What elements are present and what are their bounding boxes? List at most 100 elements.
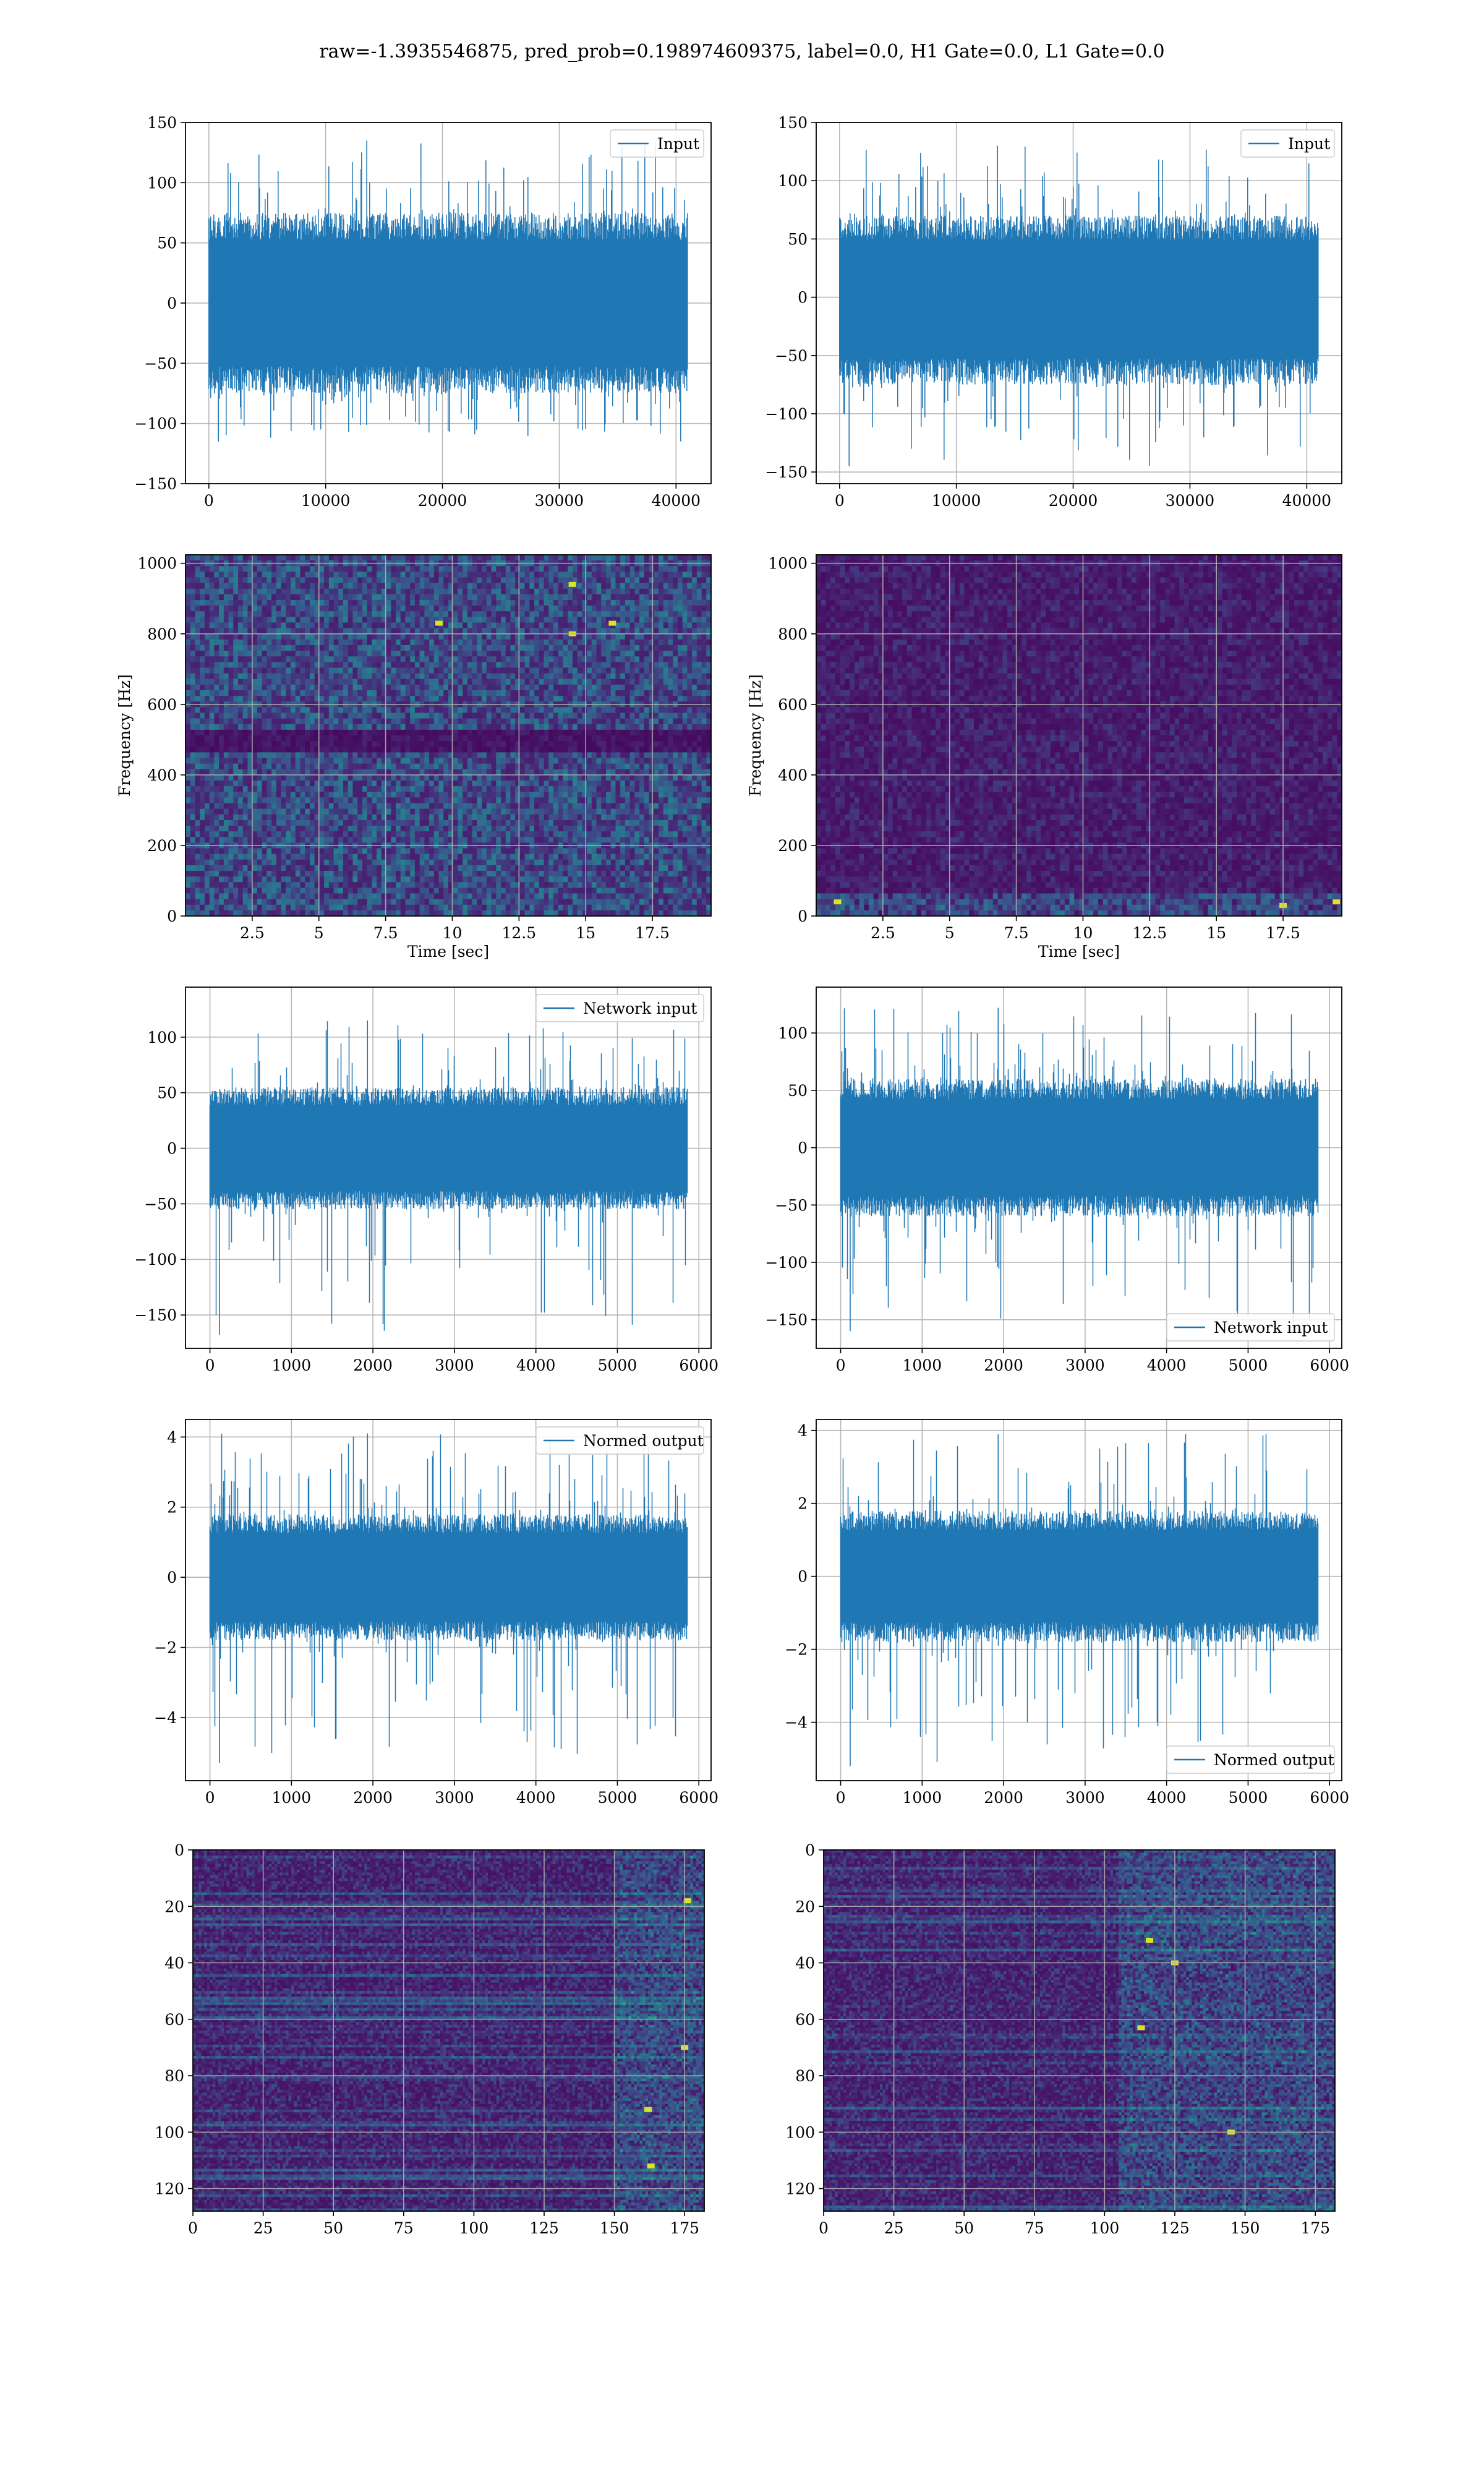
l1-network-input-legend: Network input [1167,1314,1334,1341]
l1-normed-output-ytick-label-3: 2 [798,1495,808,1513]
h1-spectrogram-xtick-label-4: 12.5 [502,924,537,942]
h1-spectrogram-xtick-label-5: 15 [576,924,595,942]
l1-feature-map-ytick-label-0: 0 [805,1841,815,1859]
h1-feature-map-xtick-label-4: 100 [459,2219,489,2237]
l1-feature-map-ytick-label-6: 120 [785,2180,815,2198]
l1-normed-output-xtick-label-1: 1000 [903,1789,942,1807]
h1-normed-output-xtick-label-4: 4000 [516,1789,556,1807]
l1-feature-map-ytick-label-1: 20 [795,1898,815,1915]
l1-normed-output-xtick-label-0: 0 [836,1789,846,1807]
l1-network-input-ytick-label-5: 100 [778,1024,808,1042]
l1-spectrogram-ytick-label-5: 1000 [768,555,808,573]
h1-feature-map-xtick-label-3: 75 [394,2219,414,2237]
l1-feature-map-xtick-label-6: 150 [1230,2219,1260,2237]
h1-network-input-ytick-label-1: −100 [134,1251,177,1269]
l1-spectrogram-ytick-label-1: 200 [778,837,808,855]
l1-feature-map-ytick-label-2: 40 [795,1954,815,1972]
l1-spectrogram-ytick-label-4: 800 [778,625,808,643]
l1-input-xtick-label-1: 10000 [932,492,981,510]
l1-input-ytick-label-5: 100 [778,172,808,190]
l1-spectrogram-xtick-label-1: 5 [945,924,955,942]
l1-feature-map-cells [824,1850,1336,2212]
l1-network-input-ytick-label-1: −100 [765,1254,808,1272]
h1-normed-output-xtick-label-5: 5000 [598,1789,638,1807]
l1-feature-map-hotspot-0 [1137,2025,1145,2030]
h1-normed-output-xtick-label-3: 3000 [435,1789,474,1807]
l1-input-xtick-label-2: 20000 [1049,492,1098,510]
h1-network-input-ytick-label-2: −50 [144,1195,177,1213]
h1-spectrogram-ytick-label-4: 800 [147,625,177,643]
h1-spectrogram-cells [186,555,712,917]
h1-network-input-legend: Network input [536,995,704,1022]
h1-normed-output-xtick-label-0: 0 [205,1789,215,1807]
h1-spectrogram-ylabel: Frequency [Hz] [116,674,134,797]
l1-spectrogram-xtick-label-6: 17.5 [1266,924,1300,942]
h1-network-input-xtick-label-6: 6000 [679,1356,719,1374]
h1-network-input-ytick-label-5: 100 [147,1029,177,1047]
h1-network-input-xtick-label-1: 1000 [272,1356,312,1374]
h1-network-input-xtick-label-2: 2000 [353,1356,393,1374]
h1-network-input-xtick-label-5: 5000 [598,1356,638,1374]
h1-network-input-xtick-label-4: 4000 [516,1356,556,1374]
l1-spectrogram-ytick-label-3: 600 [778,696,808,714]
h1-spectrogram-hotspot-1 [608,621,616,626]
h1-feature-map-xtick-label-2: 50 [323,2219,343,2237]
l1-feature-map-xtick-label-4: 100 [1090,2219,1120,2237]
h1-spectrogram-chart: 2.5 5 7.5 10 12.5 15 17.502004006008001000Time… [116,555,712,961]
h1-input-ytick-label-5: 100 [147,174,177,192]
l1-input-legend-label: Input [1288,135,1330,153]
h1-feature-map-xtick-label-1: 25 [254,2219,273,2237]
h1-normed-output-legend: Normed output [536,1427,704,1454]
h1-spectrogram-xtick-label-1: 5 [314,924,324,942]
l1-spectrogram-xtick-label-0: 2.5 [871,924,895,942]
l1-spectrogram-xtick-label-3: 10 [1073,924,1093,942]
l1-input-ytick-label-1: −100 [765,405,808,423]
l1-input-ytick-label-4: 50 [788,230,808,248]
h1-feature-map-ytick-label-2: 40 [164,1954,184,1972]
l1-network-input-ytick-label-3: 0 [798,1139,808,1157]
l1-input-ytick-label-6: 150 [778,114,808,132]
h1-normed-output-ytick-label-2: 0 [167,1569,177,1586]
l1-normed-output-xtick-label-6: 6000 [1310,1789,1349,1807]
h1-input-ytick-label-2: −50 [144,354,177,372]
h1-feature-map-ytick-label-5: 100 [155,2123,184,2141]
l1-spectrogram-hotspot-0 [834,899,842,904]
l1-feature-map-hotspot-1 [1146,1938,1153,1943]
h1-input-xtick-label-3: 30000 [535,492,584,510]
l1-spectrogram-xtick-label-5: 15 [1206,924,1226,942]
h1-network-input-xtick-label-3: 3000 [435,1356,474,1374]
h1-input-series-0 [209,142,688,441]
l1-network-input-xtick-label-0: 0 [836,1356,846,1374]
l1-spectrogram-hotspot-2 [1333,899,1340,904]
h1-normed-output-series-0 [210,1434,688,1754]
h1-spectrogram-ytick-label-5: 1000 [137,555,177,573]
l1-input-ytick-label-3: 0 [798,289,808,307]
h1-feature-map-xtick-label-7: 175 [670,2219,699,2237]
l1-spectrogram-ylabel: Frequency [Hz] [746,674,764,797]
h1-network-input-series-0 [210,1021,688,1331]
l1-feature-map-ytick-label-5: 100 [785,2123,815,2141]
h1-spectrogram-ytick-label-3: 600 [147,696,177,714]
h1-feature-map-ytick-label-6: 120 [155,2180,184,2198]
l1-spectrogram-xtick-label-2: 7.5 [1004,924,1029,942]
h1-spectrogram-xlabel: Time [sec] [407,943,489,961]
h1-feature-map-xtick-label-5: 125 [529,2219,559,2237]
h1-network-input-ytick-label-0: −150 [134,1306,177,1324]
h1-spectrogram-ytick-label-0: 0 [167,907,177,925]
h1-input-xtick-label-4: 40000 [652,492,701,510]
l1-normed-output-legend-label: Normed output [1214,1751,1334,1769]
h1-input-ytick-label-4: 50 [157,234,177,252]
h1-input-ytick-label-1: −100 [134,415,177,433]
h1-feature-map-cells [193,1850,705,2212]
l1-normed-output-series-0 [841,1434,1318,1762]
l1-normed-output-xtick-label-4: 4000 [1147,1789,1187,1807]
l1-spectrogram-ytick-label-0: 0 [798,907,808,925]
l1-feature-map-ytick-label-4: 80 [795,2067,815,2085]
h1-normed-output-ytick-label-1: −2 [154,1639,177,1657]
h1-feature-map-hotspot-0 [644,2107,652,2112]
